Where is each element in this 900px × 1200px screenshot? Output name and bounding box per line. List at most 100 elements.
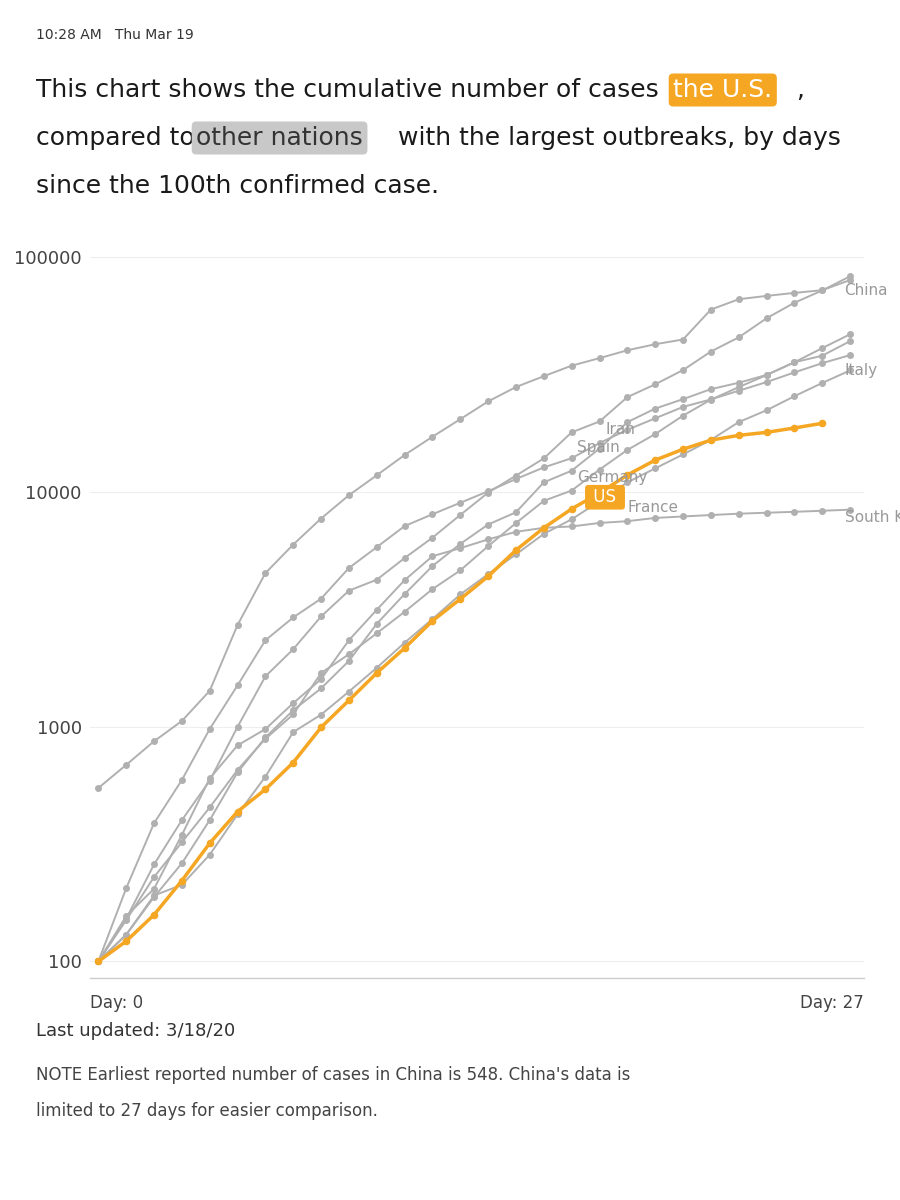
Point [370,658,384,677]
Point [119,911,133,930]
Text: Day: 0: Day: 0 [90,994,143,1012]
Point [536,524,551,544]
Point [536,491,551,510]
Point [760,365,774,384]
Point [481,536,495,556]
Point [202,772,217,791]
Point [426,611,440,630]
Point [370,664,384,683]
Point [426,610,440,629]
Point [843,266,858,286]
Point [481,392,495,412]
Point [398,548,412,568]
Point [620,341,634,360]
Point [815,502,830,521]
Text: other nations: other nations [196,126,363,150]
Point [119,931,133,950]
Point [704,505,718,524]
Point [732,504,746,523]
Point [592,439,607,458]
Point [230,802,245,821]
Text: US: US [589,488,622,506]
Point [202,845,217,864]
Point [481,564,495,583]
Point [648,409,662,428]
Point [230,763,245,782]
Point [815,281,830,300]
Point [258,730,273,749]
Text: ,: , [796,78,805,102]
Point [370,538,384,557]
Point [536,473,551,492]
Point [536,518,551,538]
Point [592,348,607,367]
Point [536,458,551,478]
Point [175,833,189,852]
Point [398,570,412,589]
Point [620,440,634,460]
Point [508,466,523,485]
Point [453,493,467,512]
Point [370,624,384,643]
Point [620,413,634,432]
Point [592,412,607,431]
Text: Iran: Iran [605,422,634,437]
Point [91,952,105,971]
Point [843,500,858,520]
Point [564,510,579,529]
Point [760,422,774,442]
Point [314,706,328,725]
Point [342,581,356,600]
Point [147,854,161,874]
Point [815,373,830,392]
Point [147,905,161,924]
Point [202,810,217,829]
Point [286,694,301,713]
Point [286,535,301,554]
Point [453,505,467,524]
Point [230,805,245,824]
Point [230,718,245,737]
Point [426,547,440,566]
Point [815,338,830,358]
Point [592,484,607,503]
Point [175,853,189,872]
Point [704,379,718,398]
Point [314,679,328,698]
Point [230,676,245,695]
Point [843,325,858,344]
Point [119,925,133,944]
Point [91,952,105,971]
Point [676,360,690,379]
Point [843,331,858,350]
Point [202,720,217,739]
Point [508,378,523,397]
Point [760,366,774,385]
Point [564,461,579,480]
Point [481,515,495,534]
Point [426,528,440,547]
Point [648,509,662,528]
Point [147,814,161,833]
Point [286,704,301,724]
Point [202,769,217,788]
Text: limited to 27 days for easier comparison.: limited to 27 days for easier comparison… [36,1102,378,1120]
Point [648,458,662,478]
Point [342,691,356,710]
Text: 10:28 AM   Thu Mar 19: 10:28 AM Thu Mar 19 [36,28,194,42]
Point [564,499,579,518]
Point [648,425,662,444]
Point [286,701,301,720]
Point [175,875,189,894]
Point [536,518,551,538]
Point [732,413,746,432]
Point [202,798,217,817]
Point [676,506,690,526]
Point [592,514,607,533]
Point [704,390,718,409]
Point [648,374,662,394]
Point [843,270,858,289]
Point [258,631,273,650]
Point [508,540,523,559]
Text: Italy: Italy [844,362,878,378]
